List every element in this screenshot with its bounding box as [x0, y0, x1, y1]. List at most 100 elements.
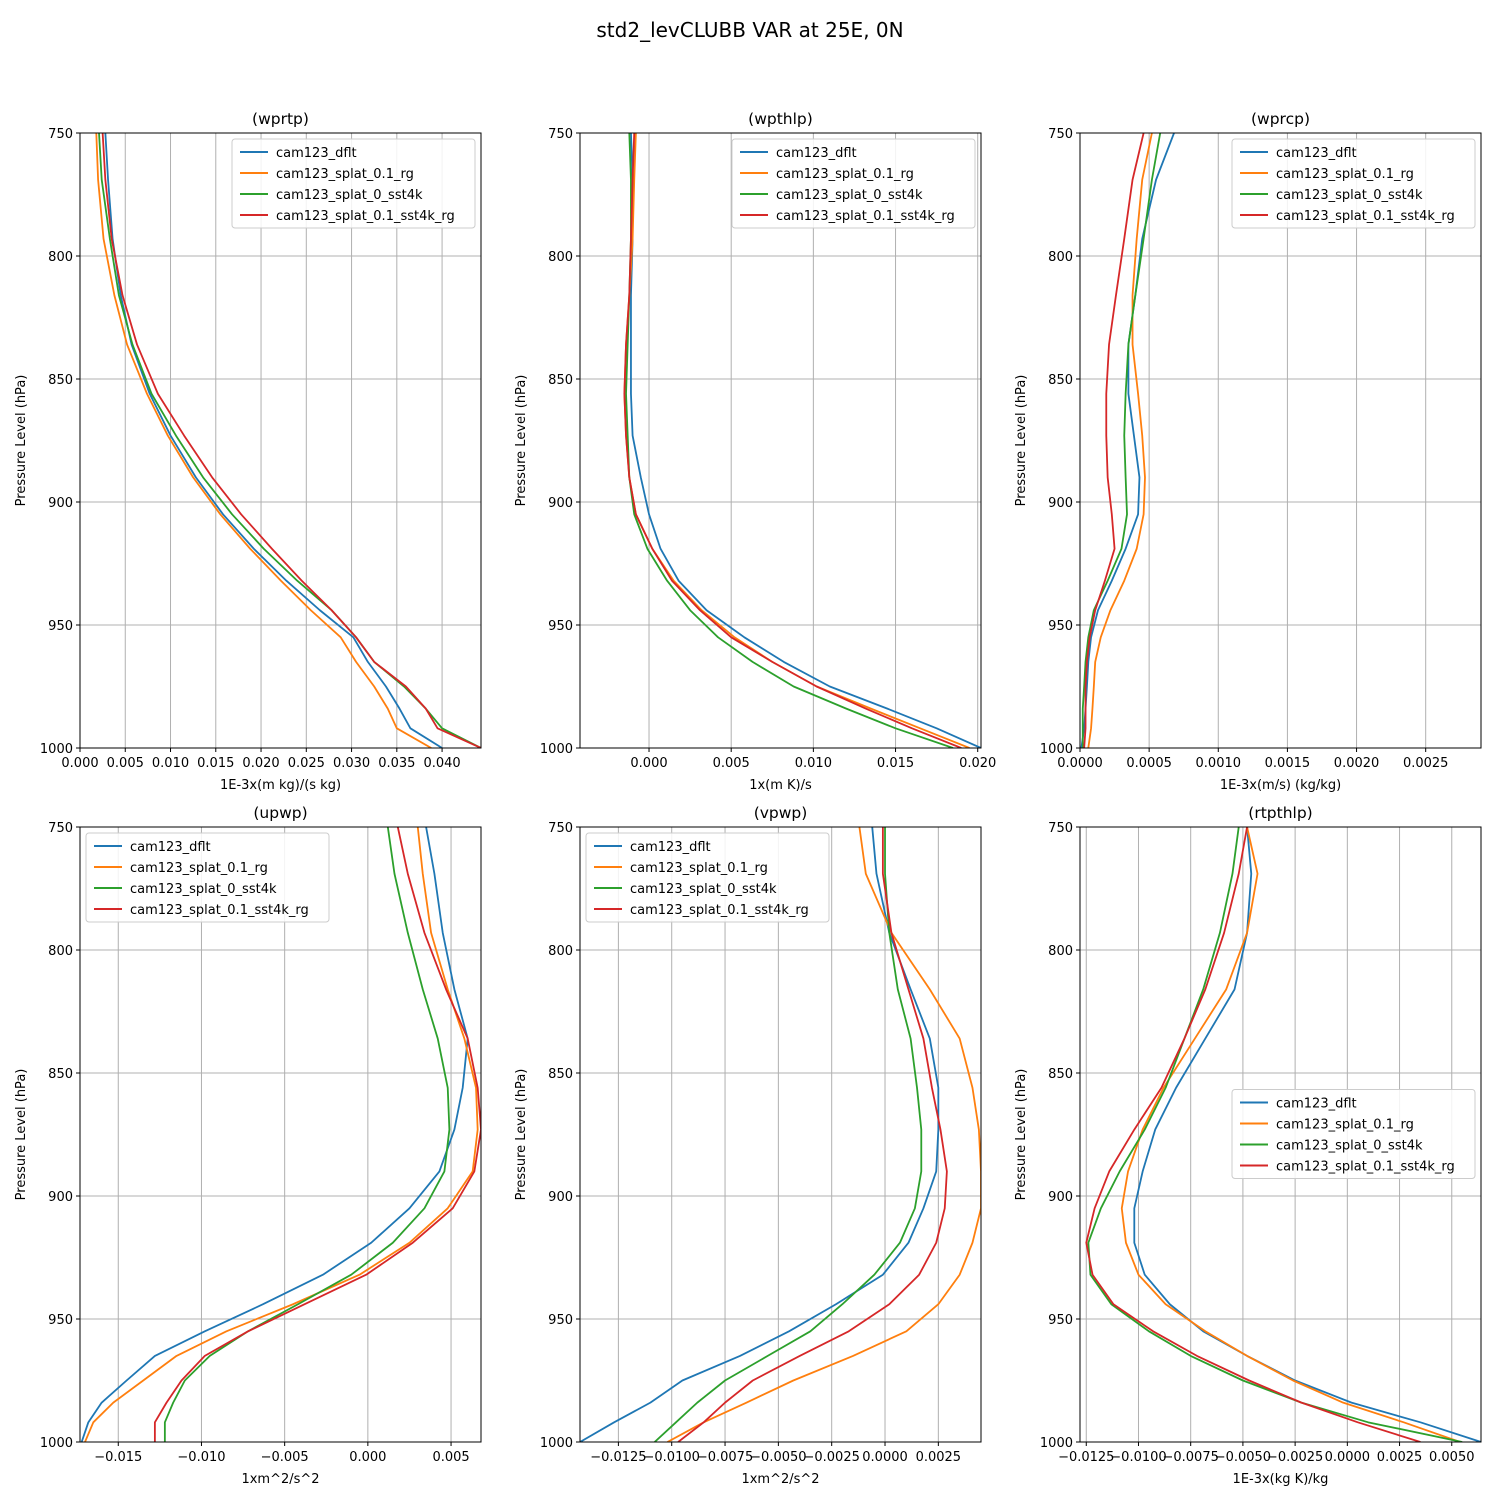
x-axis-label: 1E-3x(m/s) (kg/kg) [1220, 778, 1341, 793]
series-line-3 [1087, 827, 1463, 1442]
y-tick-label: 1000 [540, 1436, 573, 1451]
series-line-2 [95, 133, 432, 748]
y-tick-label: 950 [48, 1313, 73, 1328]
chart-panel-6: −0.0125−0.0100−0.0075−0.0050−0.0025 0.000… [1014, 804, 1482, 1487]
series-line-1 [630, 133, 981, 748]
legend-label-2: cam123_splat_0.1_rg [630, 861, 768, 876]
x-tick-label: −0.0050 [750, 1450, 806, 1465]
x-axis-label: 1xm^2/s^2 [241, 1472, 319, 1487]
legend-label-3: cam123_splat_0_sst4k [276, 188, 423, 203]
y-tick-label: 900 [48, 1190, 73, 1205]
series-group [80, 827, 481, 1442]
y-tick-label: 1000 [540, 742, 573, 757]
y-tick-label: 800 [1048, 944, 1073, 959]
x-tick-label: 0.035 [378, 756, 415, 771]
legend-label-1: cam123_dflt [630, 840, 711, 855]
y-tick-label: 750 [548, 127, 573, 142]
axes-frame [79, 826, 482, 1443]
legend-label-2: cam123_splat_0.1_rg [1276, 167, 1414, 182]
x-tick-label: 0.0005 [1126, 756, 1172, 771]
series-line-1 [1133, 827, 1481, 1442]
y-tick-label: 800 [48, 250, 73, 265]
series-line-3 [654, 827, 923, 1442]
series-line-4 [101, 133, 481, 748]
legend-label-1: cam123_dflt [1276, 146, 1357, 161]
axes-frame [1079, 132, 1482, 749]
x-tick-label: 0.0010 [1196, 756, 1242, 771]
chart-panel-3: 0.0000 0.0005 0.0010 0.0015 0.0020 0.0025 750 8… [1014, 110, 1482, 793]
legend-box [1231, 138, 1476, 229]
y-tick-label: 950 [1048, 619, 1073, 634]
axes-frame [79, 132, 482, 749]
x-tick-label: −0.015 [94, 1450, 142, 1465]
y-tick-label: 1000 [40, 742, 73, 757]
y-axis-label: Pressure Level (hPa) [1014, 375, 1029, 507]
x-tick-label: 0.020 [242, 756, 279, 771]
legend-label-1: cam123_dflt [276, 146, 357, 161]
y-tick-label: 900 [1048, 496, 1073, 511]
chart-panel-4: −0.015 −0.010 −0.005 0.000 0.005 750 800 850 900… [14, 804, 482, 1487]
x-tick-label: 0.010 [795, 756, 832, 771]
y-tick-label: 850 [548, 373, 573, 388]
y-tick-label: 1000 [1040, 742, 1073, 757]
legend-label-3: cam123_splat_0_sst4k [630, 882, 777, 897]
y-tick-label: 850 [1048, 1067, 1073, 1082]
x-tick-label: −0.0025 [1267, 1450, 1323, 1465]
legend-label-3: cam123_splat_0_sst4k [130, 882, 277, 897]
y-tick-label: 950 [548, 619, 573, 634]
y-axis-label: Pressure Level (hPa) [14, 1069, 29, 1201]
x-axis-label: 1E-3x(m kg)/(s kg) [220, 778, 341, 793]
legend-label-4: cam123_splat_0.1_sst4k_rg [1276, 209, 1455, 224]
axes-frame [579, 826, 982, 1443]
axes-frame [579, 132, 982, 749]
x-axis-label: 1x(m K)/s [749, 778, 812, 793]
y-tick-label: 900 [48, 496, 73, 511]
y-axis-label: Pressure Level (hPa) [514, 375, 529, 507]
x-tick-label: 0.015 [877, 756, 914, 771]
y-tick-label: 900 [548, 1190, 573, 1205]
legend: cam123_dflt cam123_splat_0.1_rg cam123_spl… [1231, 1089, 1476, 1179]
x-axis-label: 1E-3x(kg K)/kg [1233, 1472, 1329, 1487]
series-group [623, 133, 981, 748]
series-group [95, 133, 481, 748]
x-tick-label: 0.025 [288, 756, 325, 771]
series-line-4 [1085, 827, 1421, 1442]
x-tick-label: 0.0025 [1403, 756, 1449, 771]
y-tick-label: 950 [1048, 1313, 1073, 1328]
y-tick-label: 750 [548, 821, 573, 836]
y-tick-label: 750 [1048, 821, 1073, 836]
series-line-2 [667, 827, 981, 1442]
y-tick-label: 1000 [40, 1436, 73, 1451]
y-tick-label: 850 [48, 373, 73, 388]
y-axis-label: Pressure Level (hPa) [14, 375, 29, 507]
x-tick-label: 0.000 [61, 756, 98, 771]
series-line-4 [1083, 133, 1145, 748]
series-line-4 [677, 827, 948, 1442]
y-tick-label: 750 [48, 821, 73, 836]
chart-panel-2: 0.000 0.005 0.010 0.015 0.020 750 800 850 900 950… [514, 110, 996, 793]
series-group [1080, 133, 1175, 748]
figure-suptitle: std2_levCLUBB VAR at 25E, 0N [596, 18, 903, 42]
y-tick-label: 800 [48, 944, 73, 959]
x-tick-label: 0.0015 [1265, 756, 1311, 771]
legend-label-2: cam123_splat_0.1_rg [776, 167, 914, 182]
x-tick-label: −0.0125 [1058, 1450, 1114, 1465]
x-axis-label: 1xm^2/s^2 [741, 1472, 819, 1487]
series-line-3 [163, 827, 451, 1442]
y-tick-label: 900 [548, 496, 573, 511]
panel-title: (vpwp) [754, 804, 808, 822]
x-tick-label: −0.0100 [644, 1450, 700, 1465]
x-tick-label: −0.0075 [1162, 1450, 1218, 1465]
panel-title: (rtpthlp) [1248, 804, 1312, 822]
x-tick-label: 0.0025 [916, 1450, 962, 1465]
y-axis-label: Pressure Level (hPa) [514, 1069, 529, 1201]
panel-title: (upwp) [253, 804, 307, 822]
x-tick-label: 0.010 [152, 756, 189, 771]
series-line-1 [580, 827, 940, 1442]
series-line-2 [84, 827, 479, 1442]
x-tick-label: 0.040 [423, 756, 460, 771]
legend-box [85, 832, 330, 923]
x-tick-label: −0.0125 [590, 1450, 646, 1465]
